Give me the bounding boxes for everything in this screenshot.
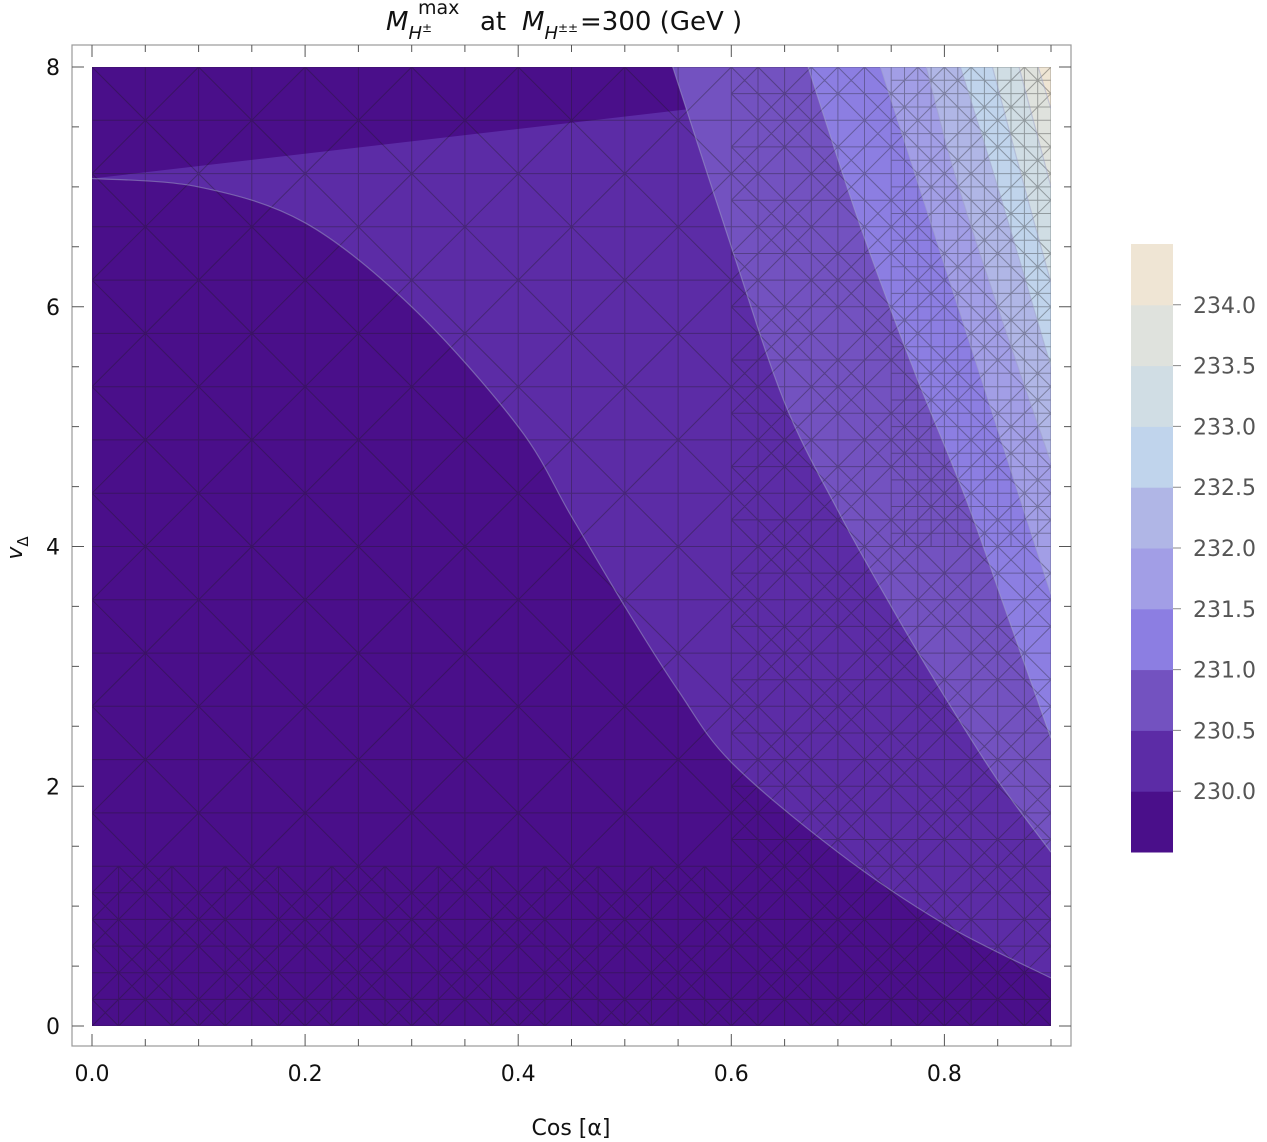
y-tick-label: 6: [46, 296, 60, 321]
tick-marks: [72, 45, 1071, 1046]
legend-swatch: [1131, 548, 1173, 610]
contour-line-231-5: [879, 67, 1051, 595]
legend-swatch: [1131, 791, 1173, 853]
x-tick-label: 0.6: [714, 1062, 749, 1087]
legend-swatch: [1131, 669, 1173, 731]
legend-swatch: [1131, 304, 1173, 367]
legend-tick-label: 232.0: [1193, 537, 1256, 562]
y-tick-label: 0: [46, 1015, 60, 1040]
y-tick-label: 2: [46, 775, 60, 800]
legend-tick-label: 233.0: [1193, 415, 1256, 440]
contour-regions: [92, 67, 1051, 1026]
x-tick-label: 0.4: [501, 1062, 536, 1087]
legend-swatch: [1131, 487, 1173, 549]
legend-swatch: [1131, 608, 1173, 671]
legend-tick-label: 230.0: [1193, 780, 1256, 805]
y-axis-label: vΔ: [3, 536, 32, 560]
legend-tick-label: 232.5: [1193, 476, 1256, 501]
y-tick-labels: 0 2 4 6 8: [46, 56, 60, 1040]
legend-tick-label: 231.0: [1193, 659, 1256, 684]
contour-line-233: [991, 67, 1051, 283]
contour-line-234: [1037, 67, 1051, 110]
y-tick-label: 8: [46, 56, 60, 81]
axis-ticks: [72, 45, 1071, 1046]
contour-line-233-5: [1018, 67, 1051, 188]
x-tick-labels: 0.0 0.2 0.4 0.6 0.8: [75, 1062, 962, 1087]
legend-tick-label: 234.0: [1193, 294, 1256, 319]
legend-swatch: [1131, 426, 1173, 488]
contour-mesh: [92, 67, 1051, 1026]
contour-line-232: [925, 67, 1051, 463]
legend-tick-label: 233.5: [1193, 355, 1256, 380]
contour-line-230: [92, 177, 1051, 979]
region-above-233-5: [1019, 67, 1051, 187]
color-legend: 230.0 230.5 231.0 231.5 232.0 232.5 233.0 233.5…: [1131, 244, 1256, 853]
contour-line-232-5: [959, 67, 1051, 367]
contour-line-230-5: [672, 67, 1051, 853]
mesh-lines: [92, 67, 1051, 1026]
chart-title: MH±max at MH±±=300 (GeV ): [386, 0, 742, 44]
contour-boundary-lines: [92, 67, 1051, 979]
legend-swatch: [1131, 365, 1173, 427]
y-tick-label: 4: [46, 536, 60, 561]
x-axis-label: Cos [α]: [532, 1116, 611, 1141]
legend-tick-marks: [1173, 304, 1181, 792]
contour-line-231: [807, 67, 1051, 739]
legend-tick-label: 230.5: [1193, 719, 1256, 744]
x-tick-label: 0.0: [75, 1062, 110, 1087]
x-tick-label: 0.2: [288, 1062, 323, 1087]
x-tick-label: 0.8: [927, 1062, 962, 1087]
legend-tick-label: 231.5: [1193, 598, 1256, 623]
legend-swatch: [1131, 730, 1173, 792]
legend-swatch: [1131, 244, 1173, 306]
